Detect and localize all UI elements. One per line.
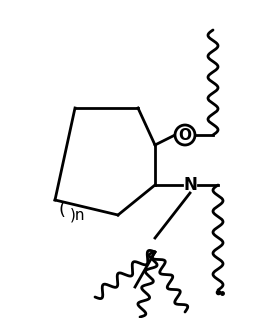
- Text: N: N: [183, 176, 197, 194]
- Text: (: (: [58, 201, 66, 219]
- Text: O: O: [179, 128, 192, 142]
- Text: )n: )n: [70, 208, 86, 223]
- Circle shape: [175, 125, 195, 145]
